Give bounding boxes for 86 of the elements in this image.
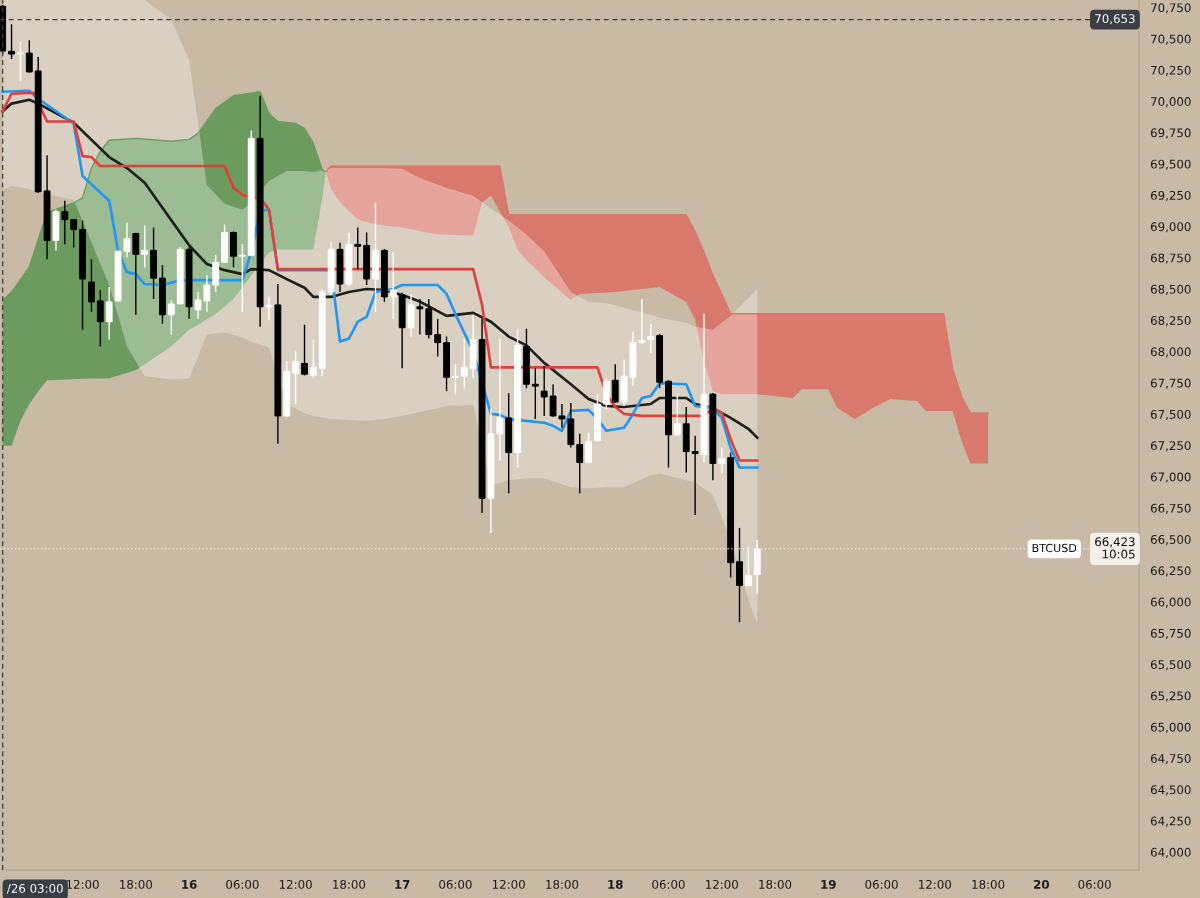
x-tick-label: 06:00	[226, 879, 259, 889]
candlestick	[238, 243, 246, 313]
candlestick	[212, 254, 220, 293]
y-tick-label: 70,750	[1151, 3, 1191, 14]
candlestick	[8, 23, 15, 60]
candlestick	[25, 39, 33, 74]
x-tick-label: 06:00	[439, 879, 472, 889]
ref-line-label: 66,423 10:05	[1095, 537, 1135, 559]
y-tick-label: 70,500	[1151, 34, 1191, 45]
candlestick	[389, 251, 397, 320]
y-tick-label: 64,750	[1150, 753, 1191, 765]
x-tick-label: 06:00	[652, 879, 685, 889]
y-tick-label: 64,250	[1150, 816, 1191, 827]
candlestick	[744, 546, 752, 588]
candlestick	[585, 432, 593, 464]
candlestick	[691, 435, 699, 516]
y-tick-label: 67,750	[1150, 378, 1191, 389]
y-tick-label: 66,000	[1150, 597, 1191, 608]
y-tick-label: 65,750	[1150, 628, 1191, 639]
x-tick-label: 12:00	[706, 879, 738, 889]
x-tick-label: 06:00	[865, 879, 898, 889]
y-tick-label: 68,000	[1150, 347, 1191, 358]
candlestick	[96, 289, 104, 348]
x-tick-label: 18:00	[333, 879, 366, 889]
x-tick-label: 17	[395, 880, 410, 889]
candlestick	[407, 293, 415, 338]
y-tick-label: 68,750	[1150, 253, 1191, 264]
y-tick-label: 70,000	[1151, 97, 1191, 108]
candlestick	[354, 226, 362, 270]
y-tick-label: 65,000	[1150, 722, 1191, 733]
x-tick-label: 16	[182, 879, 197, 889]
y-tick-label: 69,750	[1150, 128, 1191, 139]
y-tick-label: 68,500	[1150, 284, 1191, 295]
candlestick	[611, 363, 619, 404]
candlestick	[736, 527, 743, 623]
candlestick	[531, 367, 539, 420]
candlestick	[434, 318, 442, 358]
candlestick	[673, 393, 681, 437]
x-tick-label: 12:00	[66, 879, 99, 889]
x-tick-label: 06:00	[1078, 879, 1111, 889]
candlestick	[452, 363, 459, 395]
y-tick-label: 69,000	[1150, 222, 1191, 233]
x-tick-label: 20	[1034, 879, 1049, 889]
ref-line-label: /26 03:00	[6, 883, 63, 894]
candlestick	[132, 232, 140, 316]
y-tick-label: 66,750	[1150, 503, 1191, 514]
candlestick	[602, 377, 610, 410]
y-tick-label: 64,000	[1150, 847, 1191, 858]
x-tick-label: 12:00	[279, 879, 312, 889]
candlestick	[718, 446, 726, 475]
y-tick-label: 66,500	[1150, 535, 1191, 546]
y-tick-label: 65,250	[1150, 691, 1191, 702]
y-tick-label: 64,500	[1150, 785, 1191, 796]
y-tick-label: 70,250	[1151, 65, 1191, 76]
candlestick	[460, 337, 468, 389]
candlestick	[309, 338, 317, 379]
candlestick	[416, 298, 424, 336]
candlestick	[292, 350, 300, 405]
candlestick	[141, 224, 149, 268]
y-tick-label: 69,250	[1150, 190, 1191, 202]
x-tick-label: 18	[608, 879, 623, 889]
candlestick	[265, 295, 273, 322]
x-tick-label: 12:00	[919, 879, 952, 889]
y-tick-label: 69,500	[1150, 159, 1191, 170]
candlestick	[230, 230, 237, 268]
candlestick	[167, 299, 175, 336]
x-tick-label: 18:00	[120, 879, 153, 889]
candlestick	[301, 324, 308, 377]
candlestick	[576, 433, 584, 494]
x-tick-label: 12:00	[492, 879, 525, 889]
annotation: BTCUSD	[1032, 543, 1077, 553]
x-tick-label: 18:00	[759, 879, 792, 889]
candlestick	[61, 200, 69, 246]
ref-line-label: 70,653	[1095, 14, 1135, 25]
y-tick-label: 67,000	[1150, 472, 1191, 483]
y-tick-label: 67,500	[1150, 409, 1191, 421]
y-tick-label: 65,500	[1150, 660, 1191, 671]
candlestick	[647, 323, 655, 355]
x-tick-label: 19	[821, 879, 836, 889]
x-tick-label: 18:00	[546, 879, 579, 889]
y-tick-label: 68,250	[1150, 316, 1191, 327]
x-tick-label: 18:00	[972, 879, 1005, 889]
y-tick-label: 66,250	[1150, 566, 1191, 577]
candlestick	[88, 258, 95, 313]
y-tick-label: 67,250	[1150, 441, 1191, 452]
candlestick	[70, 218, 78, 249]
